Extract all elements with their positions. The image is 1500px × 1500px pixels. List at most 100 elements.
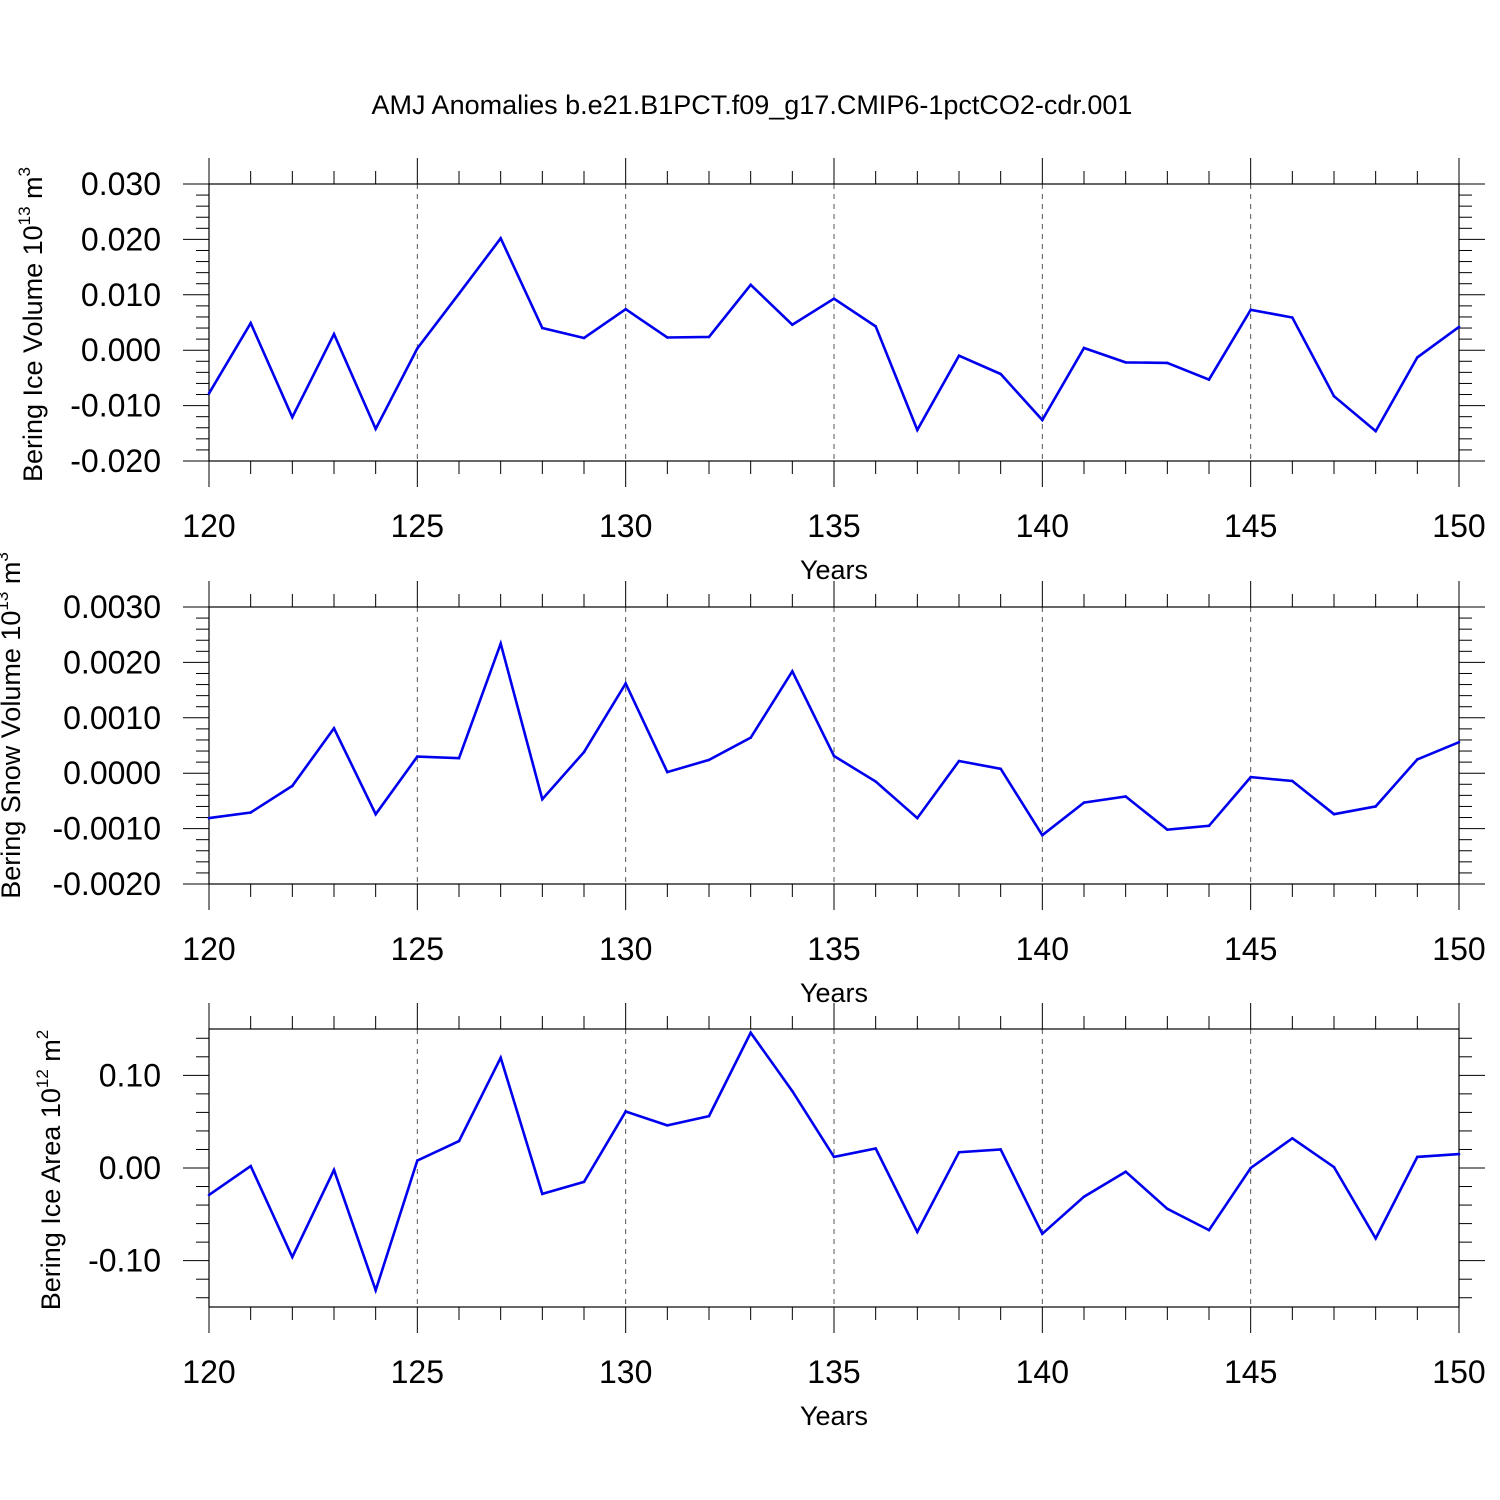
y-axis-label-space	[18, 199, 48, 207]
data-point	[707, 1114, 711, 1118]
y-axis-label-exponent: 13	[0, 592, 12, 611]
data-point	[624, 307, 627, 311]
y-axis-label-space	[36, 1062, 66, 1070]
data-point	[957, 354, 961, 358]
data-point	[916, 428, 919, 432]
data-point	[291, 784, 294, 788]
data-point	[832, 754, 836, 758]
x-tick-label: 120	[182, 931, 235, 967]
data-point	[207, 816, 211, 820]
data-point	[999, 372, 1002, 376]
x-tick-label: 145	[1224, 508, 1277, 544]
data-point	[1457, 325, 1461, 329]
data-point	[416, 755, 419, 758]
x-tick-label: 140	[1016, 1354, 1069, 1390]
data-point	[1082, 346, 1086, 350]
data-point	[416, 1159, 419, 1162]
y-axis-label-text: Bering Ice Area 10	[36, 1088, 66, 1310]
data-point	[749, 1031, 752, 1035]
x-tick-label: 120	[182, 508, 235, 544]
data-point	[1249, 1166, 1252, 1170]
data-point	[1457, 1152, 1461, 1156]
x-tick-label: 145	[1224, 931, 1277, 967]
y-tick-label: 0.010	[81, 277, 161, 313]
data-point	[999, 767, 1002, 771]
y-tick-label: 0.0000	[63, 755, 161, 791]
x-tick-label: 125	[391, 508, 444, 544]
chart-title: AMJ Anomalies b.e21.B1PCT.f09_g17.CMIP6-…	[371, 90, 1133, 120]
data-point	[1207, 378, 1211, 381]
data-point	[791, 1089, 794, 1093]
data-point	[374, 812, 377, 816]
data-point	[374, 427, 377, 431]
data-point	[1207, 824, 1211, 828]
x-tick-label: 120	[182, 1354, 235, 1390]
data-point	[1374, 805, 1377, 808]
data-point	[1207, 1228, 1211, 1232]
y-axis-label-unit: m	[0, 562, 26, 585]
data-point	[916, 1230, 919, 1234]
data-point	[791, 669, 794, 673]
y-tick-label: 0.0030	[63, 589, 161, 625]
y-tick-label: 0.0020	[63, 644, 161, 680]
data-point	[582, 1180, 586, 1184]
data-point	[666, 1124, 669, 1127]
data-point	[916, 816, 919, 820]
y-tick-label: -0.010	[70, 388, 161, 424]
data-point	[707, 335, 711, 339]
data-point	[1332, 812, 1336, 816]
x-tick-label: 135	[807, 931, 860, 967]
y-tick-label: -0.020	[70, 443, 161, 479]
data-point	[1166, 1207, 1169, 1211]
data-point	[457, 292, 461, 295]
data-point	[624, 1110, 627, 1113]
data-point	[249, 1164, 252, 1168]
data-point	[1332, 394, 1336, 398]
x-tick-label: 130	[599, 1354, 652, 1390]
data-point	[624, 682, 627, 685]
data-point	[666, 336, 669, 339]
data-point	[499, 1056, 502, 1060]
data-point	[1041, 833, 1044, 837]
data-point	[499, 236, 502, 240]
x-tick-label: 150	[1432, 508, 1485, 544]
y-axis-label-exponent: 13	[15, 206, 34, 225]
data-point	[874, 1147, 877, 1150]
x-tick-label: 150	[1432, 931, 1485, 967]
data-point	[1416, 758, 1419, 761]
data-point	[707, 758, 711, 762]
data-point	[1124, 795, 1127, 798]
y-tick-label: 0.00	[99, 1150, 161, 1186]
data-point	[1249, 308, 1252, 312]
data-point	[499, 642, 502, 645]
y-tick-label: 0.0010	[63, 700, 161, 736]
data-point	[1166, 828, 1169, 832]
x-tick-label: 130	[599, 508, 652, 544]
data-point	[957, 759, 961, 763]
x-tick-label: 125	[391, 931, 444, 967]
data-point	[291, 1255, 294, 1259]
y-axis-label-exponent: 12	[33, 1069, 52, 1088]
y-axis-label-unit-exponent: 3	[0, 552, 12, 561]
data-point	[832, 1155, 836, 1159]
data-point	[666, 770, 669, 774]
data-point	[249, 811, 252, 814]
y-axis-label-text: Bering Ice Volume 10	[18, 225, 48, 482]
data-point	[1124, 361, 1127, 364]
data-point	[1291, 1137, 1294, 1140]
data-point	[207, 392, 211, 395]
x-tick-label: 135	[807, 1354, 860, 1390]
y-axis-label-unit-exponent: 2	[33, 1030, 52, 1039]
data-point	[1124, 1170, 1127, 1174]
y-tick-label: 0.030	[81, 166, 161, 202]
y-tick-label: 0.000	[81, 332, 161, 368]
y-axis-label-unit-exponent: 3	[15, 167, 34, 176]
data-point	[874, 780, 877, 783]
data-point	[1374, 1237, 1377, 1240]
y-axis-label-text: Bering Snow Volume 10	[0, 611, 26, 899]
y-axis-label-unit: m	[36, 1039, 66, 1062]
y-tick-label: 0.10	[99, 1057, 161, 1093]
y-axis-label: Bering Ice Volume 1013 m3	[15, 167, 48, 482]
data-point	[582, 750, 586, 754]
